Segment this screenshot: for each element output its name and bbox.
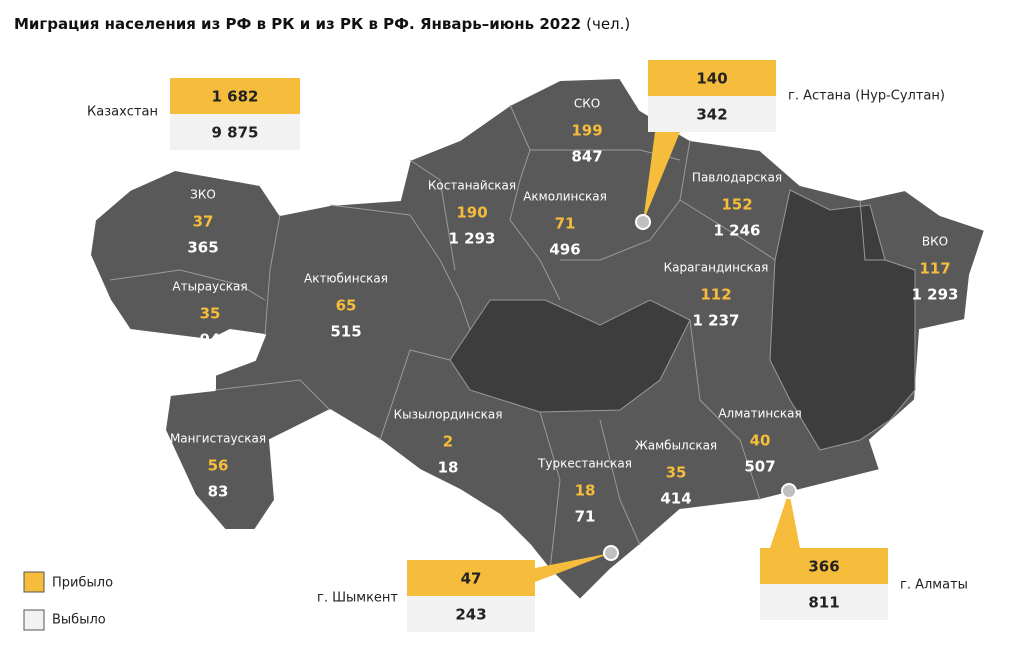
legend-arrived: Прибыло <box>52 576 113 591</box>
city-marker <box>635 214 651 230</box>
region-departed: 414 <box>660 490 691 508</box>
region-borders <box>109 104 885 571</box>
region-arrived: 56 <box>208 457 229 475</box>
city-marker <box>603 545 619 561</box>
title-unit: (чел.) <box>586 15 630 33</box>
region-name: Алматинская <box>718 407 801 421</box>
city-name: г. Астана (Нур-Султан) <box>788 89 945 104</box>
box-departed-value: 243 <box>455 606 486 624</box>
region-name: Мангистауская <box>170 432 266 446</box>
region-name: Туркестанская <box>537 457 632 471</box>
legend: Прибыло Выбыло <box>23 571 113 631</box>
region-arrived: 190 <box>456 204 487 222</box>
region-arrived: 65 <box>336 297 357 315</box>
title: Миграция населения из РФ в РК и из РК в … <box>14 15 630 33</box>
city-pointer <box>643 132 680 222</box>
region-arrived: 40 <box>750 432 771 450</box>
region-name: Кызылординская <box>394 408 503 422</box>
region-departed: 18 <box>438 459 459 477</box>
box-arrived-value: 366 <box>808 558 839 576</box>
box-departed-value: 811 <box>808 594 839 612</box>
city-pointer <box>535 553 611 582</box>
region-departed: 365 <box>187 239 218 257</box>
box-arrived <box>407 560 535 596</box>
region-arrived: 35 <box>200 305 221 323</box>
region-departed: 1 237 <box>693 312 740 330</box>
region-arrived: 37 <box>193 213 214 231</box>
legend-swatch-departed <box>23 609 45 631</box>
box-arrived-value: 1 682 <box>212 88 259 106</box>
legend-swatch-arrived <box>23 571 45 593</box>
region-arrived: 152 <box>721 196 752 214</box>
region-name: Костанайская <box>428 179 516 193</box>
region-departed: 496 <box>549 241 580 259</box>
dark-region-east <box>769 189 916 451</box>
title-main: Миграция населения из РФ в РК и из РК в … <box>14 15 581 33</box>
region-arrived: 112 <box>700 286 731 304</box>
region-departed: 1 293 <box>449 230 496 248</box>
region-departed: 1 293 <box>912 286 959 304</box>
region-name: Павлодарская <box>692 171 782 185</box>
city-marker <box>781 483 797 499</box>
region-arrived: 2 <box>443 433 453 451</box>
region-departed: 1 246 <box>714 222 761 240</box>
region-name: Атырауская <box>172 280 247 294</box>
region-departed: 71 <box>575 508 596 526</box>
box-arrived-value: 140 <box>696 70 727 88</box>
region-name: Актюбинская <box>304 272 388 286</box>
region-arrived: 199 <box>571 122 602 140</box>
box-arrived-value: 47 <box>461 570 482 588</box>
box-arrived <box>648 60 776 96</box>
city-name: г. Шымкент <box>317 591 398 606</box>
region-name: Акмолинская <box>523 190 607 204</box>
city-pointer <box>770 491 800 548</box>
region-name: СКО <box>574 97 600 111</box>
total-name: Казахстан <box>87 105 158 120</box>
box-departed-value: 342 <box>696 106 727 124</box>
box-departed <box>648 96 776 132</box>
region-departed: 515 <box>330 323 361 341</box>
region-departed: 507 <box>744 458 775 476</box>
legend-departed: Выбыло <box>52 613 106 628</box>
box-departed <box>170 114 300 150</box>
region-name: Жамбылская <box>635 439 717 453</box>
region-name: ВКО <box>922 235 948 249</box>
box-departed-value: 9 875 <box>212 124 259 142</box>
region-name: Карагандинская <box>664 261 769 275</box>
region-arrived: 18 <box>575 482 596 500</box>
region-arrived: 117 <box>919 260 950 278</box>
dark-region-center <box>449 299 691 413</box>
region-arrived: 71 <box>555 215 576 233</box>
region-arrived: 35 <box>666 464 687 482</box>
city-name: г. Алматы <box>900 578 968 593</box>
box-arrived <box>170 78 300 114</box>
region-name: ЗКО <box>190 188 216 202</box>
region-departed: 847 <box>571 148 602 166</box>
box-arrived <box>760 548 888 584</box>
box-departed <box>760 584 888 620</box>
region-departed: 83 <box>208 483 229 501</box>
box-departed <box>407 596 535 632</box>
region-departed: 94 <box>200 331 221 349</box>
